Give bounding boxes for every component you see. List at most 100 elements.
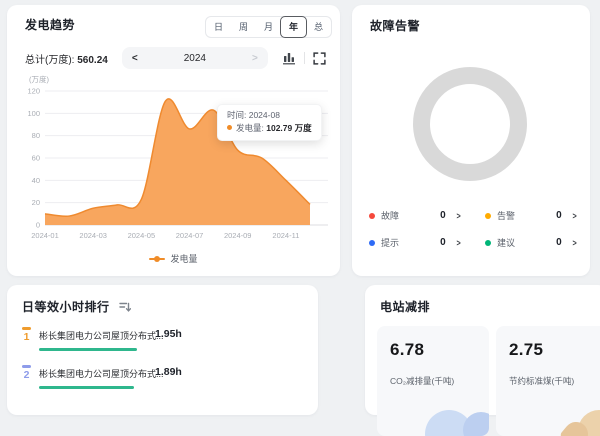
- series-dot-icon: [227, 125, 232, 131]
- coal-value: 2.75: [509, 340, 544, 359]
- rank-2-medal-icon: 2: [20, 364, 33, 380]
- reduction-cards: 6.78 CO₂减排量(千吨) 2.75 节约标准煤(千吨): [365, 326, 600, 436]
- svg-text:2024-09: 2024-09: [224, 231, 252, 240]
- svg-text:(万度): (万度): [29, 74, 49, 84]
- ranking-header: 日等效小时排行: [7, 285, 318, 315]
- alarm-item-hint[interactable]: 提示 0 >: [369, 236, 461, 249]
- date-navigator: < 2024 >: [121, 47, 268, 69]
- svg-text:120: 120: [27, 87, 40, 96]
- hours-bar: [39, 386, 135, 389]
- chevron-right-icon[interactable]: >: [251, 52, 258, 64]
- fault-dot-icon: [369, 212, 375, 219]
- chart-toolbar: [282, 51, 326, 65]
- tooltip-value: 102.79 万度: [266, 123, 312, 134]
- period-tab-group: 日 周 月 年 总: [205, 16, 332, 38]
- chart-tooltip: 时间: 2024-08 发电量: 102.79 万度: [217, 104, 322, 142]
- toolbar-divider: [304, 52, 305, 64]
- coal-label: 节约标准煤(千吨): [509, 376, 575, 386]
- svg-text:40: 40: [32, 176, 40, 185]
- coal-saving-card: 2.75 节约标准煤(千吨): [496, 326, 600, 436]
- alarm-item-warning[interactable]: 告警 0 >: [485, 209, 577, 222]
- legend-label: 发电量: [170, 254, 198, 264]
- alarm-legend-grid: 故障 0 > 告警 0 > 提示 0 > 建议 0 >: [369, 209, 577, 249]
- tooltip-time: 时间: 2024-08: [227, 110, 280, 120]
- co2-value: 6.78: [390, 340, 425, 359]
- co2-reduction-card: 6.78 CO₂减排量(千吨): [377, 326, 489, 436]
- reduction-title: 电站减排: [380, 300, 431, 314]
- medal-cap: [22, 365, 31, 368]
- alarm-item-value: 0: [556, 237, 562, 248]
- emission-reduction-panel: 电站减排 6.78 CO₂减排量(千吨) 2.75 节约标准煤(千吨): [365, 285, 600, 436]
- alarm-item-value: 0: [440, 237, 446, 248]
- hint-dot-icon: [369, 239, 375, 246]
- tab-day[interactable]: 日: [213, 22, 223, 32]
- total-label: 总计(万度):: [25, 54, 75, 66]
- tab-month[interactable]: 月: [263, 22, 273, 32]
- ranking-row-1[interactable]: 1 彬长集团电力公司屋顶分布式... 1.95h: [20, 326, 318, 351]
- station-info: 彬长集团电力公司屋顶分布式...: [39, 326, 164, 351]
- svg-text:100: 100: [27, 109, 40, 118]
- ranking-title: 日等效小时排行: [22, 300, 110, 314]
- svg-text:0: 0: [36, 221, 40, 230]
- alarm-item-label: 告警: [497, 211, 516, 221]
- hours-value: 1.95h: [155, 328, 182, 340]
- alarm-item-fault[interactable]: 故障 0 >: [369, 209, 461, 222]
- medal-cap: [22, 327, 31, 330]
- legend-line-dot-icon: [149, 255, 166, 262]
- chevron-right-icon[interactable]: >: [572, 237, 577, 248]
- tab-year[interactable]: 年: [280, 16, 307, 38]
- svg-text:2024-01: 2024-01: [31, 231, 59, 240]
- sort-icon[interactable]: [118, 301, 131, 313]
- tab-week[interactable]: 周: [238, 22, 248, 32]
- current-period: 2024: [183, 52, 206, 64]
- station-info: 彬长集团电力公司屋顶分布式...: [39, 364, 164, 389]
- svg-text:2024-05: 2024-05: [128, 231, 156, 240]
- alarm-item-label: 故障: [381, 211, 400, 221]
- svg-text:60: 60: [32, 154, 40, 163]
- svg-text:2024-11: 2024-11: [272, 231, 299, 240]
- tooltip-series-row: 发电量: 102.79 万度: [227, 122, 312, 135]
- chevron-right-icon[interactable]: >: [572, 210, 577, 221]
- tooltip-series-label: 发电量:: [236, 123, 264, 134]
- station-name: 彬长集团电力公司屋顶分布式...: [39, 331, 164, 341]
- total-generation: 总计(万度): 560.24: [25, 51, 108, 66]
- dashboard: 发电趋势 日 周 月 年 总 总计(万度): 560.24 < 2024 >: [7, 5, 600, 436]
- tab-total[interactable]: 总: [313, 22, 323, 32]
- svg-text:20: 20: [32, 198, 40, 207]
- bar-chart-icon[interactable]: [282, 51, 296, 65]
- alarm-title: 故障告警: [370, 19, 421, 33]
- fullscreen-icon[interactable]: [313, 51, 326, 65]
- rank-number: 2: [23, 368, 30, 381]
- alarm-item-value: 0: [556, 210, 562, 221]
- ranking-row-2[interactable]: 2 彬长集团电力公司屋顶分布式... 1.89h: [20, 364, 318, 389]
- hours-bar: [39, 348, 137, 351]
- trend-subheader: 总计(万度): 560.24 < 2024 >: [7, 38, 340, 69]
- alarm-donut-chart: [413, 67, 527, 181]
- svg-text:2024-03: 2024-03: [79, 231, 107, 240]
- alarm-item-value: 0: [440, 210, 446, 221]
- legend-item-generation[interactable]: 发电量: [7, 252, 340, 265]
- svg-text:2024-07: 2024-07: [176, 231, 204, 240]
- generation-trend-panel: 发电趋势 日 周 月 年 总 总计(万度): 560.24 < 2024 >: [7, 5, 340, 276]
- trend-header: 发电趋势 日 周 月 年 总: [7, 5, 340, 38]
- ranking-list: 1 彬长集团电力公司屋顶分布式... 1.95h 2 彬长集团电力公司屋顶分布式…: [7, 326, 318, 389]
- total-value: 560.24: [77, 54, 108, 66]
- alarm-header: 故障告警: [352, 5, 590, 35]
- alarm-item-label: 建议: [497, 238, 516, 248]
- fault-alarm-panel: 故障告警 故障 0 > 告警 0 > 提示 0 >: [352, 5, 590, 276]
- station-name: 彬长集团电力公司屋顶分布式...: [39, 369, 164, 379]
- alarm-item-label: 提示: [381, 238, 400, 248]
- generation-area-chart: 0 20 40 60 80 100 120 (万度) 2024-01 2024-03 2024-05…: [27, 74, 328, 240]
- svg-text:80: 80: [32, 131, 40, 140]
- trend-chart-area: 0 20 40 60 80 100 120 (万度) 2024-01 2024-03 2024-05…: [21, 71, 334, 248]
- cloud-decoration-icon: [463, 412, 489, 436]
- alarm-item-suggestion[interactable]: 建议 0 >: [485, 236, 577, 249]
- chevron-left-icon[interactable]: <: [131, 52, 138, 64]
- chevron-right-icon[interactable]: >: [456, 210, 461, 221]
- equivalent-hours-ranking-panel: 日等效小时排行 1 彬长集团电力公司屋顶分布式... 1.95h: [7, 285, 318, 415]
- hours-value: 1.89h: [155, 366, 182, 378]
- co2-label: CO₂减排量(千吨): [390, 376, 455, 386]
- rank-number: 1: [23, 330, 30, 343]
- reduction-header: 电站减排: [365, 285, 600, 316]
- chevron-right-icon[interactable]: >: [456, 237, 461, 248]
